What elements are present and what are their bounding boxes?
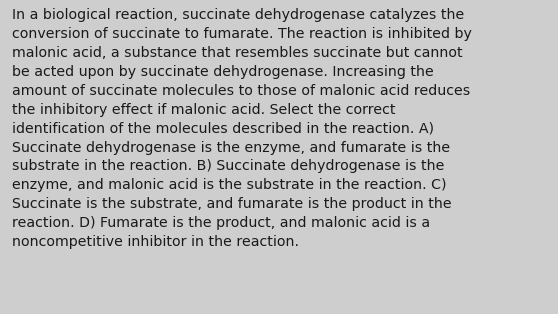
Text: In a biological reaction, succinate dehydrogenase catalyzes the
conversion of su: In a biological reaction, succinate dehy…: [12, 8, 472, 249]
